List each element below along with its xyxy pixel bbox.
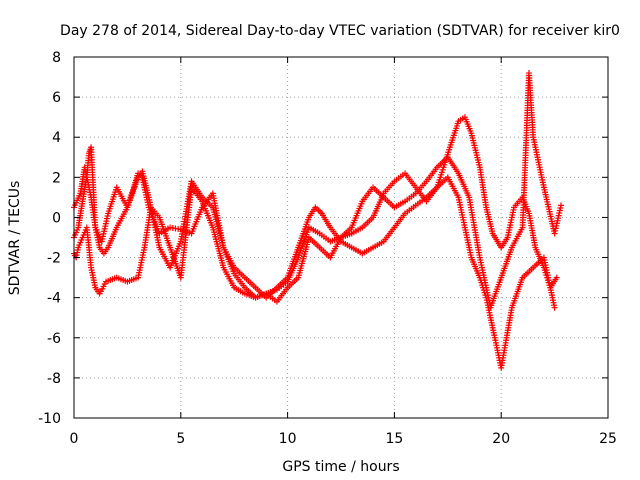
grid-lines [74,57,608,418]
x-tick-label: 20 [492,431,510,447]
y-tick-label: 2 [52,170,61,186]
data-point [553,274,560,281]
y-tick-label: -6 [47,331,61,347]
x-tick-label: 0 [70,431,79,447]
x-tick-label: 25 [599,431,617,447]
y-axis-ticks: -10 -8 -6 -4 -2 0 2 4 6 8 [38,50,608,427]
data-point [551,304,558,311]
plot-frame [73,56,609,419]
x-tick-label: 10 [279,431,297,447]
x-axis-label: GPS time / hours [282,459,399,475]
x-tick-label: 5 [176,431,185,447]
y-tick-label: -10 [38,411,61,427]
data-point [558,202,565,209]
y-tick-label: -2 [47,251,61,267]
data-points [71,70,565,371]
series-trace-a [71,114,560,301]
y-tick-label: -4 [47,291,61,307]
series-trace-c [71,70,565,311]
y-tick-label: -8 [47,371,61,387]
y-tick-label: 6 [52,90,61,106]
series-trace-b [71,170,558,371]
y-tick-label: 8 [52,50,61,66]
y-tick-label: 4 [52,130,61,146]
x-axis-ticks: 0 5 10 15 20 25 [70,57,617,447]
x-tick-label: 15 [385,431,403,447]
y-tick-label: 0 [52,210,61,226]
y-axis-label: SDTVAR / TECUs [7,181,23,296]
chart-title: Day 278 of 2014, Sidereal Day-to-day VTE… [60,23,620,39]
